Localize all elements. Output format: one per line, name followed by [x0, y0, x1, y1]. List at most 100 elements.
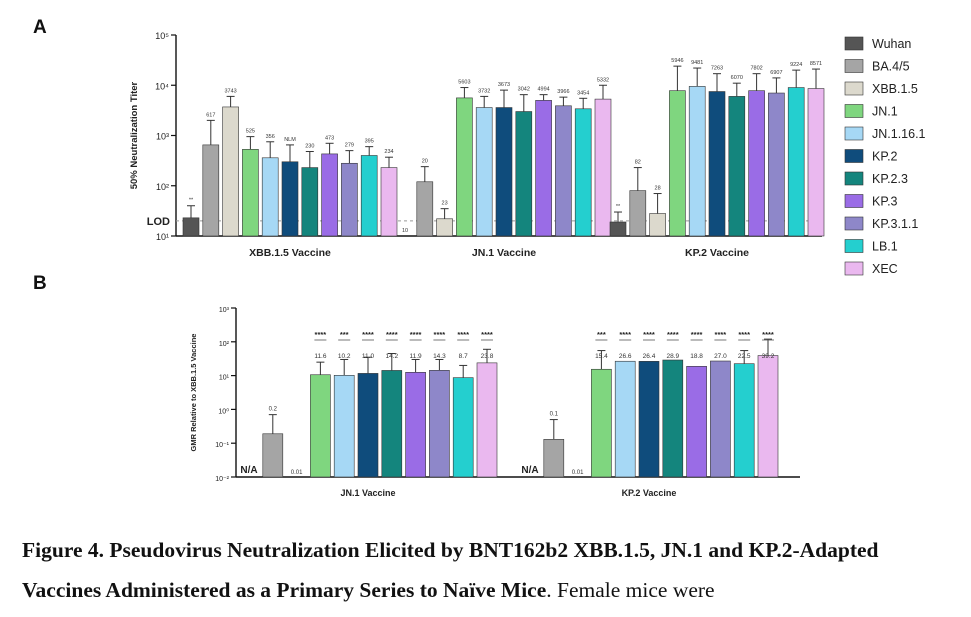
- value-label-jn-1-vaccine-xbb-1-5: 0.01: [291, 470, 303, 476]
- legend-label-kp-2-3: KP.2.3: [872, 172, 908, 186]
- bar-jn-1-vaccine-xbb-1-5: [436, 218, 453, 237]
- value-label-xbb-1-5-vaccine-kp-3: 473: [325, 135, 334, 141]
- y-tick-label: 10¹: [219, 375, 230, 382]
- value-label-kp-2-vaccine-wuhan: **: [616, 204, 621, 210]
- y-axis-title: 50% Neutralization Titer: [129, 81, 140, 189]
- value-label-jn-1-vaccine-jn-1-16-1: 10.2: [338, 353, 351, 360]
- legend-label-xec: XEC: [872, 262, 898, 276]
- value-label-kp-2-vaccine-lb-1: 22.5: [738, 353, 751, 360]
- bar-xbb-1-5-vaccine-kp-3: [321, 153, 338, 237]
- value-label-jn-1-vaccine-lb-1: 8.7: [459, 353, 468, 360]
- x-category-kp-2-vaccine: KP.2 Vaccine: [685, 247, 749, 259]
- value-label-jn-1-vaccine-xbb-1-5: 23: [442, 201, 448, 207]
- value-label-xbb-1-5-vaccine-xbb-1-5: 3743: [224, 88, 236, 94]
- value-label-kp-2-vaccine-kp-3: 7802: [750, 66, 762, 72]
- x-category-xbb-1-5-vaccine: XBB.1.5 Vaccine: [249, 247, 331, 259]
- y-tick-label: 10⁻¹: [215, 442, 229, 449]
- legend-swatch-kp-2-3: [844, 171, 864, 186]
- value-label-kp-2-vaccine-wuhan: N/A: [521, 465, 538, 476]
- bar-kp-2-vaccine-ba-4-5: [629, 190, 647, 237]
- legend-swatch-kp-2: [844, 149, 864, 163]
- value-label-xbb-1-5-vaccine-lb-1: 395: [365, 139, 374, 145]
- bar-kp-2-vaccine-xec: [757, 355, 779, 478]
- y-tick-label: 10¹: [156, 232, 169, 242]
- significance-kp-2-vaccine-xec: ****: [762, 330, 774, 339]
- bar-xbb-1-5-vaccine-wuhan: [182, 217, 200, 237]
- panel-a-chart: 10¹ 10² 10³ 10⁴ 10⁵ 50% Neutralization Titer L…: [129, 31, 825, 259]
- value-label-kp-2-vaccine-xbb-1-5: 28: [655, 186, 661, 192]
- bar-kp-2-vaccine-lb-1: [787, 87, 805, 237]
- bar-jn-1-vaccine-ba-4-5: [262, 433, 284, 478]
- bar-jn-1-vaccine-lb-1: [452, 377, 474, 478]
- bar-xbb-1-5-vaccine-kp-2: [281, 161, 299, 237]
- value-label-jn-1-vaccine-jn-1: 11.6: [314, 353, 327, 360]
- bar-kp-2-vaccine-kp-3: [686, 366, 707, 478]
- legend-label-jn-1-16-1: JN.1.16.1: [872, 127, 926, 141]
- y-tick-label: 10⁰: [218, 407, 229, 415]
- legend-swatch-wuhan: [844, 36, 864, 51]
- value-label-kp-2-vaccine-kp-2-3: 28.9: [666, 353, 679, 360]
- bar-jn-1-vaccine-kp-2-3: [515, 111, 533, 237]
- bar-kp-2-vaccine-kp-2: [638, 361, 660, 478]
- bar-jn-1-vaccine-kp-2: [495, 107, 513, 237]
- legend-label-ba-4-5: BA.4/5: [872, 60, 910, 74]
- value-label-jn-1-vaccine-jn-1: 5603: [458, 80, 470, 86]
- legend-label-lb-1: LB.1: [872, 240, 898, 254]
- value-label-kp-2-vaccine-kp-3: 18.8: [690, 353, 703, 360]
- legend-label-kp-3: KP.3: [872, 195, 898, 209]
- value-label-jn-1-vaccine-wuhan: 10: [402, 228, 408, 234]
- bar-xbb-1-5-vaccine-xec: [380, 167, 398, 237]
- value-label-jn-1-vaccine-kp-3: 11.9: [410, 353, 423, 360]
- bar-kp-2-vaccine-kp-3-1-1: [710, 360, 731, 478]
- legend-label-wuhan: Wuhan: [872, 37, 911, 51]
- bar-jn-1-vaccine-lb-1: [574, 108, 592, 237]
- significance-kp-2-vaccine-lb-1: ****: [738, 330, 750, 339]
- value-label-jn-1-vaccine-ba-4-5: 20: [422, 159, 428, 165]
- bar-jn-1-vaccine-ba-4-5: [416, 181, 434, 237]
- value-label-jn-1-vaccine-kp-2: 3673: [498, 82, 510, 88]
- significance-kp-2-vaccine-kp-3: ****: [691, 330, 703, 339]
- legend-swatch-jn-1: [844, 104, 864, 118]
- value-label-xbb-1-5-vaccine-kp-3-1-1: 279: [345, 143, 354, 149]
- bar-kp-2-vaccine-xbb-1-5: [649, 213, 666, 237]
- significance-jn-1-vaccine-jn-1-16-1: ***: [340, 330, 349, 339]
- legend-swatch-lb-1: [844, 239, 864, 253]
- lod-label: LOD: [147, 216, 170, 228]
- bar-kp-2-vaccine-kp-2-3: [728, 96, 746, 237]
- value-label-kp-2-vaccine-kp-3-1-1: 27.0: [714, 353, 727, 360]
- y-tick-label: 10⁴: [155, 81, 169, 91]
- bar-jn-1-vaccine-kp-3-1-1: [429, 370, 450, 478]
- value-label-kp-2-vaccine-xec: 8571: [810, 61, 822, 67]
- value-label-xbb-1-5-vaccine-jn-1-16-1: 356: [266, 134, 275, 140]
- value-label-jn-1-vaccine-kp-2-3: 3042: [518, 87, 530, 93]
- y-tick-label: 10³: [156, 132, 169, 142]
- value-label-jn-1-vaccine-xec: 5332: [597, 77, 609, 83]
- figure-caption: Figure 4. Pseudovirus Neutralization Eli…: [22, 530, 952, 610]
- bar-jn-1-vaccine-jn-1-16-1: [333, 375, 355, 478]
- value-label-xbb-1-5-vaccine-wuhan: **: [189, 198, 194, 204]
- bar-kp-2-vaccine-jn-1: [669, 90, 686, 237]
- bar-jn-1-vaccine-jn-1: [456, 97, 473, 237]
- panel-a-letter: A: [33, 17, 47, 38]
- figure-4: A B 10¹ 10² 10³ 10⁴ 10⁵ 50% Neutralization Ti…: [33, 17, 926, 498]
- legend-label-xbb-1-5: XBB.1.5: [872, 82, 918, 96]
- y-tick-label: 10⁻²: [215, 476, 229, 483]
- bar-kp-2-vaccine-ba-4-5: [543, 439, 565, 478]
- bar-jn-1-vaccine-xec: [594, 98, 612, 237]
- bar-kp-2-vaccine-jn-1-16-1: [688, 86, 706, 237]
- value-label-kp-2-vaccine-lb-1: 9224: [790, 62, 802, 68]
- bar-kp-2-vaccine-jn-1: [591, 368, 612, 478]
- legend-swatch-xbb-1-5: [844, 81, 864, 96]
- legend-label-jn-1: JN.1: [872, 105, 898, 119]
- significance-jn-1-vaccine-kp-3-1-1: ****: [434, 330, 446, 339]
- value-label-xbb-1-5-vaccine-xec: 234: [384, 149, 393, 155]
- value-label-kp-2-vaccine-ba-4-5: 82: [635, 160, 641, 166]
- value-label-kp-2-vaccine-ba-4-5: 0.1: [550, 412, 559, 418]
- legend-label-kp-2: KP.2: [872, 150, 898, 164]
- y-tick-label: 10²: [219, 341, 230, 348]
- bar-jn-1-vaccine-xec: [476, 362, 498, 478]
- value-label-jn-1-vaccine-kp-2-3: 14.2: [385, 353, 398, 360]
- bar-kp-2-vaccine-jn-1-16-1: [614, 360, 636, 478]
- bar-jn-1-vaccine-jn-1-16-1: [475, 107, 493, 237]
- significance-jn-1-vaccine-lb-1: ****: [457, 330, 469, 339]
